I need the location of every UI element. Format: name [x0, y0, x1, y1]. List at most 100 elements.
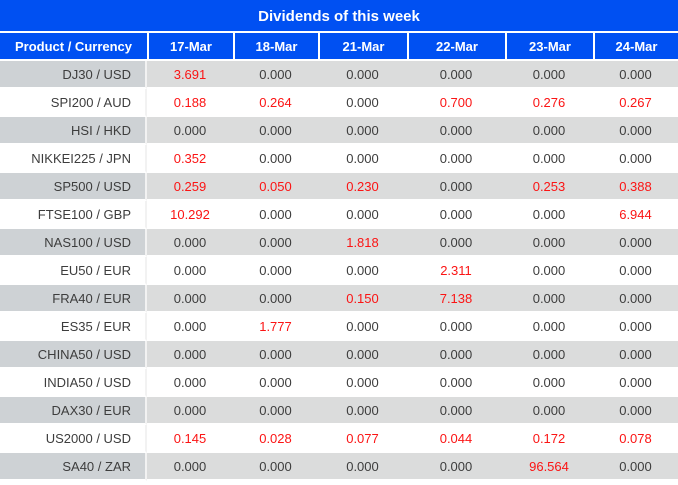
- value-cell: 0.000: [233, 117, 318, 145]
- table-row: FTSE100 / GBP 10.292 0.000 0.000 0.000 0.000 6…: [0, 201, 678, 229]
- value-cell: 0.000: [593, 229, 678, 257]
- product-cell: FTSE100 / GBP: [0, 201, 147, 229]
- value-cell: 0.267: [593, 89, 678, 117]
- value-cell: 0.000: [407, 173, 505, 201]
- value-cell: 0.000: [318, 369, 407, 397]
- value-cell: 0.000: [233, 369, 318, 397]
- table-row: SP500 / USD 0.259 0.050 0.230 0.000 0.253 0.38…: [0, 173, 678, 201]
- product-cell: HSI / HKD: [0, 117, 147, 145]
- value-cell: 0.145: [147, 425, 233, 453]
- value-cell: 6.944: [593, 201, 678, 229]
- value-cell: 0.000: [593, 61, 678, 89]
- value-cell: 0.050: [233, 173, 318, 201]
- value-cell: 0.172: [505, 425, 593, 453]
- value-cell: 0.000: [318, 341, 407, 369]
- value-cell: 0.000: [233, 61, 318, 89]
- value-cell: 0.000: [318, 453, 407, 481]
- value-cell: 0.000: [233, 453, 318, 481]
- value-cell: 0.276: [505, 89, 593, 117]
- value-cell: 0.150: [318, 285, 407, 313]
- dividends-table: Product / Currency 17-Mar 18-Mar 21-Mar …: [0, 33, 678, 481]
- column-header-24-mar: 24-Mar: [593, 33, 678, 61]
- table-row: NAS100 / USD 0.000 0.000 1.818 0.000 0.000 0.0…: [0, 229, 678, 257]
- table-row: US2000 / USD 0.145 0.028 0.077 0.044 0.172 0.0…: [0, 425, 678, 453]
- value-cell: 0.000: [593, 145, 678, 173]
- value-cell: 0.000: [505, 313, 593, 341]
- column-header-18-mar: 18-Mar: [233, 33, 318, 61]
- value-cell: 0.000: [318, 201, 407, 229]
- product-cell: SP500 / USD: [0, 173, 147, 201]
- value-cell: 0.000: [505, 257, 593, 285]
- product-cell: SPI200 / AUD: [0, 89, 147, 117]
- value-cell: 0.000: [147, 229, 233, 257]
- column-header-23-mar: 23-Mar: [505, 33, 593, 61]
- table-row: HSI / HKD 0.000 0.000 0.000 0.000 0.000 0.000: [0, 117, 678, 145]
- value-cell: 0.259: [147, 173, 233, 201]
- value-cell: 0.264: [233, 89, 318, 117]
- table-header-row: Product / Currency 17-Mar 18-Mar 21-Mar …: [0, 33, 678, 61]
- product-cell: NIKKEI225 / JPN: [0, 145, 147, 173]
- value-cell: 0.000: [233, 145, 318, 173]
- value-cell: 0.700: [407, 89, 505, 117]
- value-cell: 0.000: [407, 61, 505, 89]
- value-cell: 0.000: [407, 397, 505, 425]
- column-header-21-mar: 21-Mar: [318, 33, 407, 61]
- value-cell: 0.000: [505, 369, 593, 397]
- value-cell: 0.000: [147, 285, 233, 313]
- value-cell: 0.000: [407, 201, 505, 229]
- value-cell: 0.000: [318, 397, 407, 425]
- table-row: DJ30 / USD 3.691 0.000 0.000 0.000 0.000 0.000: [0, 61, 678, 89]
- value-cell: 0.077: [318, 425, 407, 453]
- value-cell: 0.000: [505, 61, 593, 89]
- value-cell: 0.000: [593, 285, 678, 313]
- value-cell: 0.044: [407, 425, 505, 453]
- column-header-product-currency: Product / Currency: [0, 33, 147, 61]
- value-cell: 0.000: [505, 117, 593, 145]
- value-cell: 0.000: [147, 313, 233, 341]
- product-cell: DJ30 / USD: [0, 61, 147, 89]
- value-cell: 0.352: [147, 145, 233, 173]
- product-cell: EU50 / EUR: [0, 257, 147, 285]
- value-cell: 1.818: [318, 229, 407, 257]
- table-row: NIKKEI225 / JPN 0.352 0.000 0.000 0.000 0.000…: [0, 145, 678, 173]
- value-cell: 0.000: [233, 201, 318, 229]
- value-cell: 0.000: [593, 313, 678, 341]
- column-header-22-mar: 22-Mar: [407, 33, 505, 61]
- product-cell: ES35 / EUR: [0, 313, 147, 341]
- value-cell: 0.000: [505, 201, 593, 229]
- table-body: DJ30 / USD 3.691 0.000 0.000 0.000 0.000 0.000…: [0, 61, 678, 481]
- value-cell: 0.000: [147, 257, 233, 285]
- value-cell: 0.000: [318, 145, 407, 173]
- product-cell: FRA40 / EUR: [0, 285, 147, 313]
- value-cell: 0.000: [505, 341, 593, 369]
- table-row: EU50 / EUR 0.000 0.000 0.000 2.311 0.000 0.000: [0, 257, 678, 285]
- value-cell: 0.000: [147, 341, 233, 369]
- column-header-17-mar: 17-Mar: [147, 33, 233, 61]
- value-cell: 0.000: [318, 313, 407, 341]
- table-row: SA40 / ZAR 0.000 0.000 0.000 0.000 96.564 0.00…: [0, 453, 678, 481]
- table-row: FRA40 / EUR 0.000 0.000 0.150 7.138 0.000 0.00…: [0, 285, 678, 313]
- value-cell: 0.000: [233, 285, 318, 313]
- value-cell: 0.000: [593, 369, 678, 397]
- value-cell: 0.000: [318, 257, 407, 285]
- table-row: ES35 / EUR 0.000 1.777 0.000 0.000 0.000 0.000: [0, 313, 678, 341]
- value-cell: 0.253: [505, 173, 593, 201]
- title-bar: Dividends of this week: [0, 0, 678, 33]
- value-cell: 0.000: [233, 341, 318, 369]
- value-cell: 0.188: [147, 89, 233, 117]
- value-cell: 0.000: [318, 117, 407, 145]
- value-cell: 0.000: [233, 397, 318, 425]
- value-cell: 0.000: [147, 453, 233, 481]
- table-row: DAX30 / EUR 0.000 0.000 0.000 0.000 0.000 0.00…: [0, 397, 678, 425]
- value-cell: 0.000: [407, 145, 505, 173]
- value-cell: 0.000: [407, 341, 505, 369]
- table-row: CHINA50 / USD 0.000 0.000 0.000 0.000 0.000 0.…: [0, 341, 678, 369]
- product-cell: SA40 / ZAR: [0, 453, 147, 481]
- value-cell: 0.000: [505, 285, 593, 313]
- widget-title: Dividends of this week: [258, 8, 420, 25]
- value-cell: 0.388: [593, 173, 678, 201]
- value-cell: 10.292: [147, 201, 233, 229]
- product-cell: US2000 / USD: [0, 425, 147, 453]
- value-cell: 2.311: [407, 257, 505, 285]
